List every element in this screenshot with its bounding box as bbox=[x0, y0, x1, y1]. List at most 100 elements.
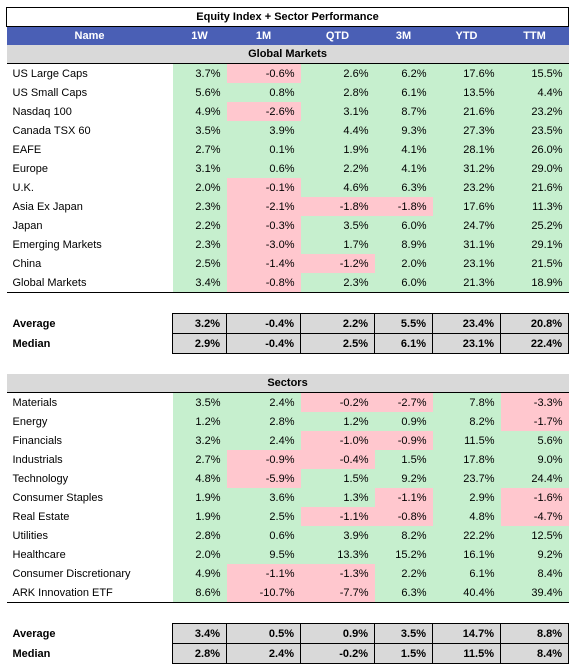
cell-value: 2.4% bbox=[226, 431, 301, 450]
column-header-ytd[interactable]: YTD bbox=[432, 26, 501, 45]
cell-value: 3.5% bbox=[300, 216, 375, 235]
table-row: Global Markets 3.4% -0.8% 2.3% 6.0% 21.3% 18.9… bbox=[6, 273, 569, 293]
cell-value: 3.5% bbox=[172, 121, 227, 140]
cell-value: 4.9% bbox=[172, 564, 227, 583]
row-name: U.K. bbox=[6, 178, 173, 197]
cell-value: 2.7% bbox=[172, 450, 227, 469]
cell-value: 4.4% bbox=[300, 121, 375, 140]
column-header-1w[interactable]: 1W bbox=[172, 26, 227, 45]
table-row: US Small Caps 5.6% 0.8% 2.8% 6.1% 13.5% 4.4% bbox=[6, 83, 569, 102]
cell-value: -2.1% bbox=[226, 197, 301, 216]
table-row: Europe 3.1% 0.6% 2.2% 4.1% 31.2% 29.0% bbox=[6, 159, 569, 178]
row-name: EAFE bbox=[6, 140, 173, 159]
cell-value: 0.9% bbox=[374, 412, 433, 431]
cell-value: 6.0% bbox=[374, 273, 433, 293]
table-row: U.K. 2.0% -0.1% 4.6% 6.3% 23.2% 21.6% bbox=[6, 178, 569, 197]
table-row: Consumer Discretionary 4.9% -1.1% -1.3% 2.2%… bbox=[6, 564, 569, 583]
cell-value: -0.1% bbox=[226, 178, 301, 197]
cell-value: -0.3% bbox=[226, 216, 301, 235]
column-header-ttm[interactable]: TTM bbox=[500, 26, 569, 45]
cell-value: 23.5% bbox=[500, 121, 569, 140]
cell-value: -0.8% bbox=[374, 507, 433, 526]
table-row: Nasdaq 100 4.9% -2.6% 3.1% 8.7% 21.6% 23.2% bbox=[6, 102, 569, 121]
median-value: 23.1% bbox=[432, 333, 501, 354]
cell-value: 23.2% bbox=[432, 178, 501, 197]
cell-value: 8.2% bbox=[432, 412, 501, 431]
average-row: Average 3.4% 0.5% 0.9% 3.5% 14.7% 8.8% bbox=[6, 623, 570, 644]
cell-value: 21.6% bbox=[432, 102, 501, 121]
table-row: EAFE 2.7% 0.1% 1.9% 4.1% 28.1% 26.0% bbox=[6, 140, 569, 159]
cell-value: 4.4% bbox=[500, 83, 569, 102]
average-value: 23.4% bbox=[432, 313, 501, 334]
global-section-header: Global Markets bbox=[6, 45, 569, 64]
average-label: Average bbox=[6, 313, 173, 334]
cell-value: 2.3% bbox=[300, 273, 375, 293]
section-title: Global Markets bbox=[6, 45, 569, 64]
row-name: Utilities bbox=[6, 526, 173, 545]
table-row: Industrials 2.7% -0.9% -0.4% 1.5% 17.8% 9.0% bbox=[6, 450, 569, 469]
cell-value: 2.9% bbox=[432, 488, 501, 507]
table-row: Canada TSX 60 3.5% 3.9% 4.4% 9.3% 27.3% 23.5% bbox=[6, 121, 569, 140]
row-name: Materials bbox=[6, 392, 173, 412]
cell-value: 2.3% bbox=[172, 235, 227, 254]
cell-value: 2.0% bbox=[374, 254, 433, 273]
cell-value: 23.2% bbox=[500, 102, 569, 121]
median-value: 2.5% bbox=[300, 333, 375, 354]
cell-value: 15.5% bbox=[500, 63, 569, 83]
row-name: Emerging Markets bbox=[6, 235, 173, 254]
cell-value: 8.6% bbox=[172, 583, 227, 603]
cell-value: 4.6% bbox=[300, 178, 375, 197]
average-value: 14.7% bbox=[432, 623, 501, 644]
cell-value: 0.8% bbox=[226, 83, 301, 102]
cell-value: -7.7% bbox=[300, 583, 375, 603]
median-row: Median 2.8% 2.4% -0.2% 1.5% 11.5% 8.4% bbox=[6, 643, 570, 664]
cell-value: 1.2% bbox=[300, 412, 375, 431]
row-name: Financials bbox=[6, 431, 173, 450]
table-row: Technology 4.8% -5.9% 1.5% 9.2% 23.7% 24.4% bbox=[6, 469, 569, 488]
cell-value: 2.6% bbox=[300, 63, 375, 83]
cell-value: 9.5% bbox=[226, 545, 301, 564]
spacer-row bbox=[6, 353, 569, 374]
header-row: Name 1W 1M QTD 3M YTD TTM bbox=[6, 26, 569, 45]
median-value: 11.5% bbox=[432, 643, 501, 664]
cell-value: 4.8% bbox=[172, 469, 227, 488]
spacer-row bbox=[6, 602, 569, 624]
median-label: Median bbox=[6, 333, 173, 354]
median-value: -0.2% bbox=[300, 643, 375, 664]
cell-value: 2.2% bbox=[300, 159, 375, 178]
median-value: 8.4% bbox=[499, 643, 570, 664]
cell-value: -1.8% bbox=[374, 197, 433, 216]
cell-value: 21.6% bbox=[500, 178, 569, 197]
cell-value: -0.6% bbox=[226, 63, 301, 83]
cell-value: 4.8% bbox=[432, 507, 501, 526]
cell-value: -1.7% bbox=[500, 412, 569, 431]
median-value: 1.5% bbox=[374, 643, 433, 664]
cell-value: 28.1% bbox=[432, 140, 501, 159]
cell-value: -1.3% bbox=[300, 564, 375, 583]
cell-value: 3.4% bbox=[172, 273, 227, 293]
cell-value: 0.6% bbox=[226, 526, 301, 545]
cell-value: 11.5% bbox=[432, 431, 501, 450]
cell-value: 29.0% bbox=[500, 159, 569, 178]
column-header-3m[interactable]: 3M bbox=[374, 26, 433, 45]
cell-value: 24.7% bbox=[432, 216, 501, 235]
table-row: Emerging Markets 2.3% -3.0% 1.7% 8.9% 31.1% 29… bbox=[6, 235, 569, 254]
cell-value: 8.7% bbox=[374, 102, 433, 121]
cell-value: -0.4% bbox=[300, 450, 375, 469]
cell-value: 2.8% bbox=[300, 83, 375, 102]
cell-value: 31.1% bbox=[432, 235, 501, 254]
column-header-qtd[interactable]: QTD bbox=[300, 26, 375, 45]
row-name: Asia Ex Japan bbox=[6, 197, 173, 216]
column-header-name[interactable]: Name bbox=[6, 26, 173, 45]
cell-value: 4.1% bbox=[374, 140, 433, 159]
cell-value: 11.3% bbox=[500, 197, 569, 216]
table-row: Asia Ex Japan 2.3% -2.1% -1.8% -1.8% 17.6% 11.… bbox=[6, 197, 569, 216]
median-value: 22.4% bbox=[499, 333, 570, 354]
spacer-row bbox=[6, 292, 569, 314]
cell-value: 1.5% bbox=[300, 469, 375, 488]
spacer-cell bbox=[6, 602, 569, 624]
cell-value: -0.8% bbox=[226, 273, 301, 293]
cell-value: 4.9% bbox=[172, 102, 227, 121]
cell-value: 15.2% bbox=[374, 545, 433, 564]
column-header-1m[interactable]: 1M bbox=[226, 26, 301, 45]
